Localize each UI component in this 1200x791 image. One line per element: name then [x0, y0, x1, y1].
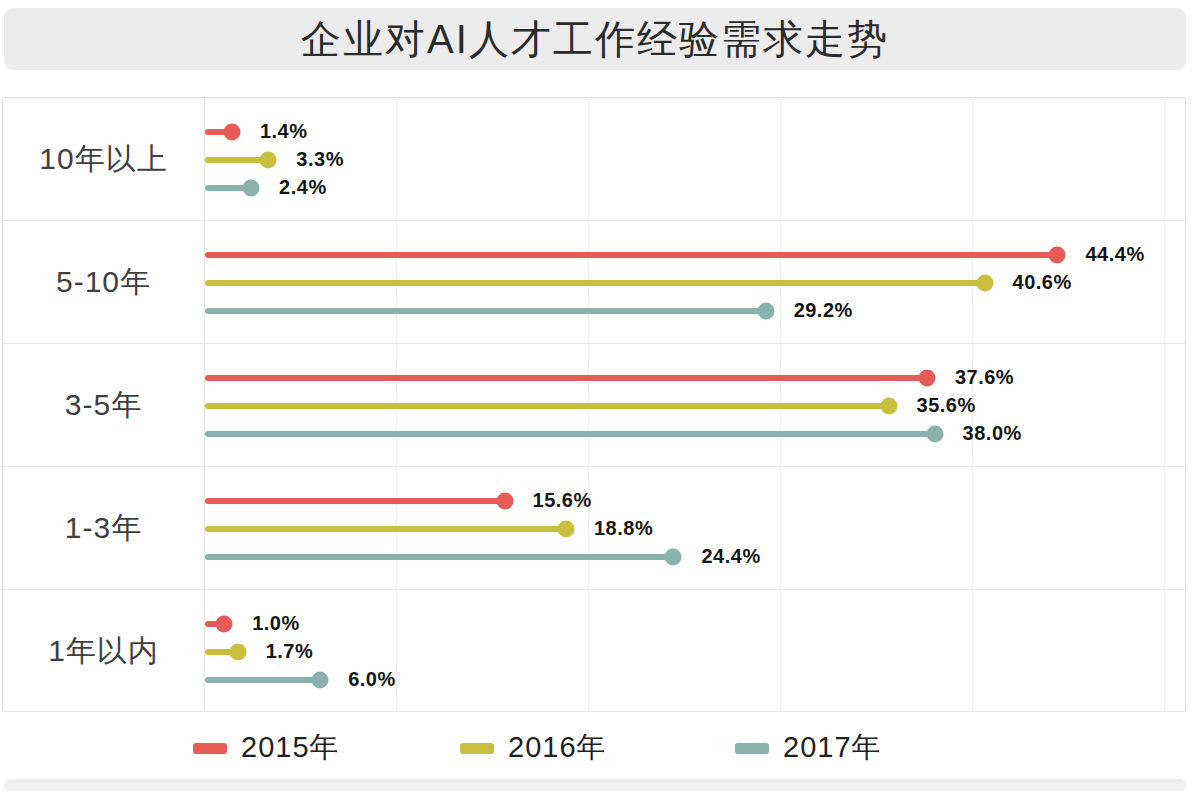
- page-title: 企业对AI人才工作经验需求走势: [301, 12, 889, 67]
- category-label: 3-5年: [3, 344, 204, 466]
- value-label: 15.6%: [533, 489, 592, 512]
- lollipop-2016年: 1.7%: [205, 649, 238, 655]
- legend-item-2017年: 2017年: [735, 728, 882, 768]
- legend-item-2016年: 2016年: [460, 728, 607, 768]
- lollipop-dot: [243, 179, 260, 196]
- category-row: 5-10年44.4%40.6%29.2%: [3, 221, 1185, 344]
- lollipop-line: [205, 498, 505, 504]
- plot-area: 10年以上1.4%3.3%2.4%5-10年44.4%40.6%29.2%3-5…: [2, 97, 1186, 712]
- value-label: 2.4%: [279, 176, 327, 199]
- chart-legend: 2015年 2016年 2017年: [0, 728, 1200, 768]
- lollipop-dot: [880, 397, 897, 414]
- category-row: 1-3年15.6%18.8%24.4%: [3, 467, 1185, 590]
- lollipop-line: [205, 375, 927, 381]
- lollipop-2015年: 1.0%: [205, 621, 224, 627]
- category-label: 10年以上: [3, 98, 204, 220]
- value-label: 44.4%: [1085, 243, 1144, 266]
- bottom-strip: [4, 779, 1186, 791]
- value-label: 37.6%: [955, 366, 1014, 389]
- value-label: 3.3%: [296, 148, 344, 171]
- value-label: 6.0%: [348, 668, 396, 691]
- lollipop-2016年: 35.6%: [205, 403, 889, 409]
- lollipop-2016年: 40.6%: [205, 280, 985, 286]
- lollipop-2015年: 15.6%: [205, 498, 505, 504]
- lollipop-dot: [757, 302, 774, 319]
- legend-label: 2017年: [783, 728, 882, 768]
- lollipop-dot: [918, 369, 935, 386]
- legend-swatch: [460, 743, 494, 754]
- lollipop-2016年: 3.3%: [205, 157, 268, 163]
- lollipop-2015年: 44.4%: [205, 252, 1057, 258]
- lollipop-line: [205, 677, 320, 683]
- lollipop-dot: [312, 671, 329, 688]
- lollipop-dot: [1049, 246, 1066, 263]
- lollipop-2017年: 6.0%: [205, 677, 320, 683]
- lollipop-2017年: 2.4%: [205, 185, 251, 191]
- lollipop-2017年: 24.4%: [205, 554, 673, 560]
- lollipop-dot: [260, 151, 277, 168]
- lollipop-line: [205, 157, 268, 163]
- lollipop-line: [205, 308, 766, 314]
- category-row: 3-5年37.6%35.6%38.0%: [3, 344, 1185, 467]
- lollipop-dot: [557, 520, 574, 537]
- value-label: 18.8%: [594, 517, 653, 540]
- value-label: 24.4%: [701, 545, 760, 568]
- legend-label: 2015年: [241, 728, 340, 768]
- lollipop-line: [205, 252, 1057, 258]
- value-label: 1.0%: [252, 612, 300, 635]
- legend-swatch: [193, 743, 227, 754]
- lollipop-2017年: 38.0%: [205, 431, 935, 437]
- category-label: 5-10年: [3, 221, 204, 343]
- lollipop-line: [205, 280, 985, 286]
- lollipop-2017年: 29.2%: [205, 308, 766, 314]
- legend-item-2015年: 2015年: [193, 728, 340, 768]
- value-label: 40.6%: [1013, 271, 1072, 294]
- lollipop-dot: [496, 492, 513, 509]
- category-label: 1年以内: [3, 590, 204, 713]
- title-banner: 企业对AI人才工作经验需求走势: [4, 8, 1186, 70]
- chart-canvas: 企业对AI人才工作经验需求走势 10年以上1.4%3.3%2.4%5-10年44…: [0, 0, 1200, 791]
- lollipop-2015年: 37.6%: [205, 375, 927, 381]
- category-label: 1-3年: [3, 467, 204, 589]
- lollipop-line: [205, 554, 673, 560]
- legend-label: 2016年: [508, 728, 607, 768]
- category-row: 10年以上1.4%3.3%2.4%: [3, 98, 1185, 221]
- value-label: 1.7%: [266, 640, 314, 663]
- lollipop-2016年: 18.8%: [205, 526, 566, 532]
- lollipop-dot: [223, 123, 240, 140]
- value-label: 35.6%: [917, 394, 976, 417]
- lollipop-dot: [976, 274, 993, 291]
- lollipop-2015年: 1.4%: [205, 129, 232, 135]
- value-label: 1.4%: [260, 120, 308, 143]
- value-label: 38.0%: [963, 422, 1022, 445]
- lollipop-dot: [926, 425, 943, 442]
- lollipop-dot: [229, 643, 246, 660]
- lollipop-line: [205, 431, 935, 437]
- value-label: 29.2%: [794, 299, 853, 322]
- lollipop-line: [205, 403, 889, 409]
- lollipop-dot: [665, 548, 682, 565]
- lollipop-dot: [216, 615, 233, 632]
- lollipop-line: [205, 526, 566, 532]
- category-row: 1年以内1.0%1.7%6.0%: [3, 590, 1185, 713]
- legend-swatch: [735, 743, 769, 754]
